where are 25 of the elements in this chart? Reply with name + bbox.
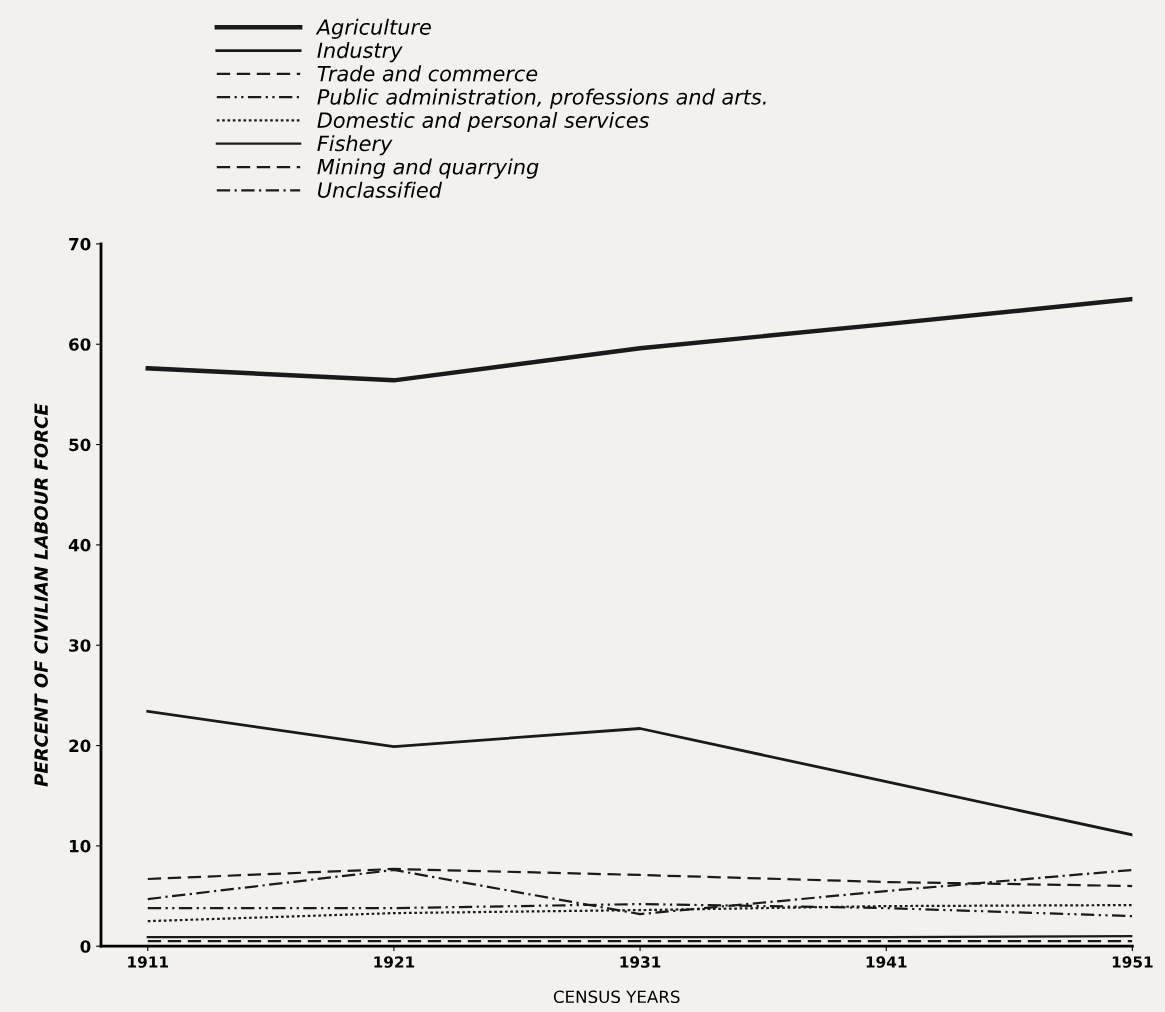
legend-label: Fishery bbox=[317, 135, 393, 156]
legend-label: Mining and quarrying bbox=[317, 158, 539, 179]
y-tick-label: 70 bbox=[69, 237, 91, 251]
y-tick-label: 20 bbox=[69, 739, 91, 753]
y-tick-label: 10 bbox=[69, 839, 91, 853]
legend-label: Agriculture bbox=[315, 18, 431, 39]
y-tick-label: 0 bbox=[80, 940, 91, 953]
line-series bbox=[146, 710, 1133, 837]
legend-label: Public administration, professions and arts. bbox=[317, 88, 766, 109]
x-axis-title: CENSUS YEARS bbox=[553, 990, 680, 1004]
legend-label: Industry bbox=[317, 42, 403, 63]
y-tick-label: 40 bbox=[68, 538, 91, 552]
legend-label: Unclassified bbox=[318, 181, 443, 198]
y-tick-label: 30 bbox=[69, 639, 91, 652]
y-tick-label: 50 bbox=[69, 438, 91, 452]
legend-label: Trade and commerce bbox=[317, 65, 538, 82]
x-tick-label: 1931 bbox=[620, 956, 661, 968]
y-tick-label: 60 bbox=[69, 338, 91, 351]
x-tick-label: 1911 bbox=[128, 956, 168, 968]
x-tick-label: 1951 bbox=[1112, 956, 1153, 968]
y-axis-title: PERCENT OF CIVILIAN LABOUR FORCE bbox=[34, 403, 48, 787]
x-tick-label: 1941 bbox=[866, 956, 907, 968]
x-tick-label: 1921 bbox=[374, 956, 415, 968]
line-series bbox=[145, 296, 1133, 383]
legend-label: Domestic and personal services bbox=[317, 111, 650, 133]
